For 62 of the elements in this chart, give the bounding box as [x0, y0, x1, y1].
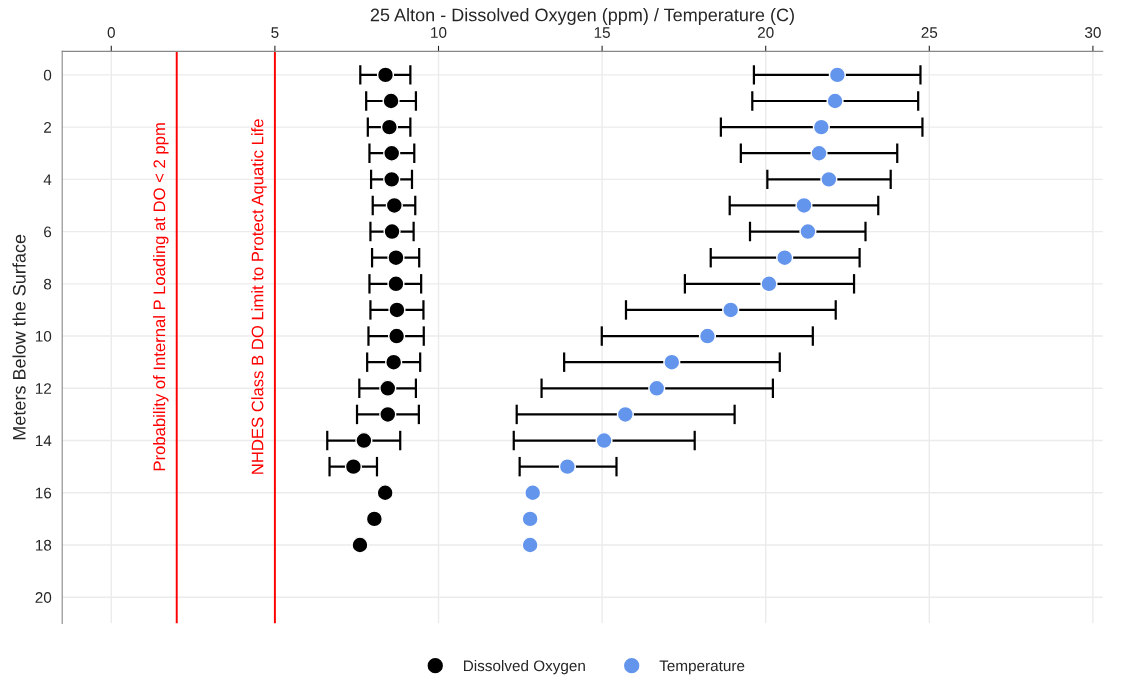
- y-tick-label: 8: [43, 278, 52, 290]
- point: [380, 118, 399, 136]
- point: [376, 484, 394, 502]
- x-tick-label: 0: [107, 27, 115, 38]
- ref-line-label: NHDES Class B DO Limit to Protect Aquatic Life: [251, 119, 267, 474]
- x-tick-label: 20: [757, 27, 774, 38]
- x-tick-label: 25: [921, 27, 938, 38]
- x-tick-label: 30: [1085, 27, 1101, 38]
- y-axis-title: Meters Below the Surface: [12, 234, 26, 440]
- point: [795, 196, 813, 215]
- point: [524, 484, 542, 502]
- point: [648, 379, 666, 397]
- legend-label: Temperature: [659, 660, 745, 675]
- legend-label: Dissolved Oxygen: [464, 659, 585, 675]
- y-tick-label: 6: [44, 226, 52, 238]
- y-tick-label: 14: [35, 435, 52, 447]
- y-tick-label: 16: [35, 487, 52, 499]
- y-tick-label: 0: [43, 69, 52, 81]
- point: [383, 222, 401, 241]
- point: [722, 301, 740, 319]
- point: [799, 222, 817, 241]
- point: [812, 118, 830, 136]
- point: [387, 275, 405, 293]
- point: [616, 405, 634, 424]
- point: [826, 92, 844, 110]
- point: [385, 353, 403, 371]
- point: [344, 458, 363, 476]
- point: [760, 275, 778, 293]
- y-tick-label: 12: [35, 383, 52, 394]
- y-tick-label: 2: [44, 121, 52, 133]
- x-tick-label: 5: [271, 27, 279, 38]
- ref-line-label: Probability of Internal P Loading at DO < 2 ppm: [153, 123, 169, 471]
- point: [379, 405, 397, 424]
- point: [387, 327, 406, 345]
- point: [521, 536, 539, 554]
- y-tick-label: 10: [35, 330, 52, 342]
- y-tick-label: 20: [35, 592, 52, 603]
- point: [376, 66, 395, 84]
- point: [365, 510, 383, 528]
- point: [383, 144, 401, 162]
- x-tick-label: 10: [431, 27, 447, 38]
- point: [385, 196, 403, 215]
- point: [379, 379, 397, 397]
- point: [382, 92, 400, 110]
- point: [663, 353, 681, 371]
- point: [776, 249, 794, 267]
- point: [810, 144, 828, 162]
- point: [355, 431, 373, 450]
- point: [383, 170, 401, 188]
- point: [698, 327, 717, 345]
- point: [558, 458, 577, 476]
- y-tick-label: 18: [35, 539, 52, 551]
- point: [820, 170, 838, 188]
- point: [388, 301, 406, 319]
- point: [387, 249, 405, 267]
- point: [595, 431, 613, 450]
- point: [828, 66, 846, 84]
- x-axis-title: 25 Alton - Dissolved Oxygen (ppm) / Temperature (C): [370, 8, 794, 25]
- y-tick-label: 4: [43, 174, 52, 185]
- x-tick-label: 15: [594, 27, 610, 38]
- point: [351, 536, 369, 554]
- point: [521, 510, 539, 528]
